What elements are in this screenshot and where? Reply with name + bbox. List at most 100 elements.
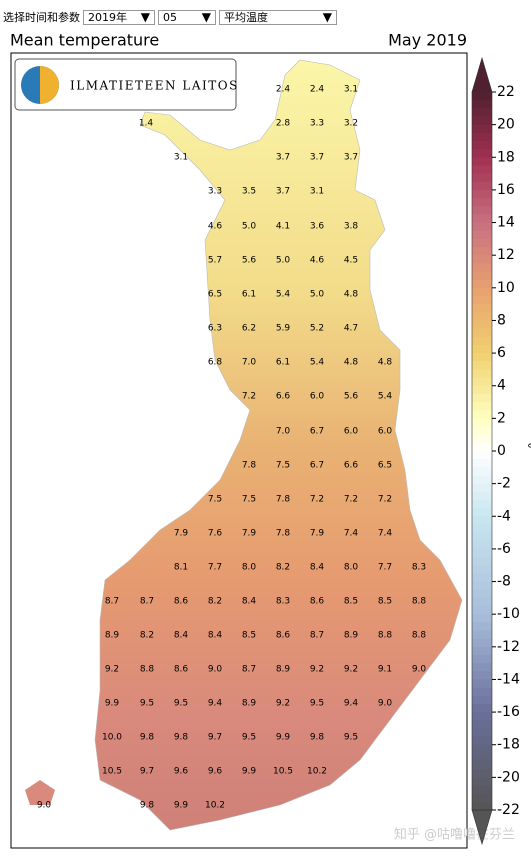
station-value: 8.7 (310, 631, 324, 641)
station-value: 8.0 (344, 563, 359, 573)
station-value: 4.5 (344, 256, 358, 266)
station-value: 3.3 (208, 187, 222, 197)
colorbar-band (472, 524, 492, 534)
colorbar-tick-label: -4 (497, 508, 511, 524)
colorbar-band (472, 646, 492, 656)
station-value: 7.2 (378, 495, 392, 505)
station-value: 8.6 (174, 597, 189, 607)
station-value: 9.7 (140, 767, 154, 777)
station-value: 7.5 (242, 495, 256, 505)
colorbar-band (472, 499, 492, 509)
station-value: 5.4 (276, 290, 291, 300)
station-value: 9.8 (140, 801, 155, 811)
colorbar-tick-label: -6 (497, 541, 511, 557)
colorbar-arrow-top (471, 56, 493, 93)
colorbar-band (472, 744, 492, 754)
station-value: 9.6 (174, 767, 189, 777)
colorbar-band (472, 116, 492, 126)
colorbar-tick-label: -8 (497, 574, 511, 590)
colorbar-band (472, 581, 492, 591)
station-value: 8.8 (412, 597, 427, 607)
colorbar-band (472, 304, 492, 313)
station-value: 8.7 (242, 665, 256, 675)
station-value: 4.6 (310, 256, 325, 266)
colorbar-band (472, 353, 492, 362)
station-value: 5.4 (310, 358, 325, 368)
station-value: 3.7 (276, 153, 290, 163)
station-value: 3.6 (310, 222, 325, 232)
station-value: 8.5 (378, 597, 392, 607)
colorbar-band (472, 287, 492, 297)
colorbar-band (472, 451, 492, 460)
month-value: 05 (163, 10, 177, 24)
colorbar-band (472, 459, 492, 468)
station-value: 8.9 (276, 665, 291, 675)
colorbar-band (472, 426, 492, 436)
colorbar-tick-label: -12 (497, 639, 520, 655)
station-value: 9.8 (310, 733, 325, 743)
station-value: 8.4 (310, 563, 325, 573)
station-value: 9.5 (310, 699, 324, 709)
colorbar-band (472, 434, 492, 444)
colorbar-band (472, 508, 492, 517)
station-value: 9.8 (140, 733, 155, 743)
station-value: 8.7 (105, 597, 119, 607)
station-value: 1.4 (139, 119, 154, 129)
colorbar-band (472, 622, 492, 631)
station-value: 7.4 (378, 529, 393, 539)
colorbar-band (472, 671, 492, 680)
station-value: 7.7 (208, 563, 222, 573)
station-value: 7.8 (276, 495, 291, 505)
station-value: 7.7 (378, 563, 392, 573)
year-select[interactable]: 2019年 ▼ (83, 9, 155, 25)
colorbar-band (472, 491, 492, 501)
station-value: 8.1 (174, 563, 188, 573)
parameter-value: 平均温度 (224, 11, 268, 24)
colorbar-band (472, 695, 492, 705)
colorbar-band (472, 589, 492, 599)
colorbar-band (472, 793, 492, 803)
station-value: 7.5 (208, 495, 222, 505)
station-value: 8.9 (242, 699, 257, 709)
station-value: 9.2 (276, 699, 290, 709)
station-value: 3.7 (310, 153, 324, 163)
station-value: 8.2 (140, 631, 154, 641)
colorbar-band (472, 703, 492, 713)
station-value: 9.0 (37, 801, 52, 811)
station-value: 6.7 (310, 461, 324, 471)
station-value: 9.8 (174, 733, 189, 743)
station-value: 8.3 (276, 597, 290, 607)
station-value: 7.8 (242, 461, 257, 471)
station-value: 10.5 (102, 767, 122, 777)
map-frame (10, 52, 468, 849)
colorbar-band (472, 230, 492, 240)
station-value: 7.2 (310, 495, 324, 505)
parameter-select[interactable]: 平均温度 ▼ (219, 9, 337, 25)
colorbar-band (472, 124, 492, 134)
colorbar-band (472, 377, 492, 387)
station-value: 9.5 (344, 733, 358, 743)
station-value: 6.5 (208, 290, 222, 300)
colorbar-band (472, 279, 492, 289)
station-value: 8.6 (310, 597, 325, 607)
colorbar-tick-label: -10 (497, 606, 520, 622)
colorbar-band (472, 173, 492, 183)
station-value: 6.6 (276, 392, 291, 402)
station-value: 9.9 (174, 801, 189, 811)
colorbar-tick-label: 18 (497, 149, 515, 165)
year-value: 2019年 (88, 11, 127, 24)
station-value: 8.9 (105, 631, 120, 641)
colorbar-band (472, 344, 492, 354)
colorbar-band (472, 222, 492, 232)
month-select[interactable]: 05 ▼ (158, 9, 216, 25)
station-value: 6.5 (378, 461, 392, 471)
station-value: 3.7 (276, 187, 290, 197)
station-value: 9.5 (242, 733, 256, 743)
station-value: 3.1 (344, 85, 358, 95)
colorbar-band (472, 149, 492, 158)
colorbar-band (472, 557, 492, 566)
colorbar-tick-label: 12 (497, 247, 515, 263)
colorbar-band (472, 255, 492, 264)
colorbar-band (472, 165, 492, 175)
